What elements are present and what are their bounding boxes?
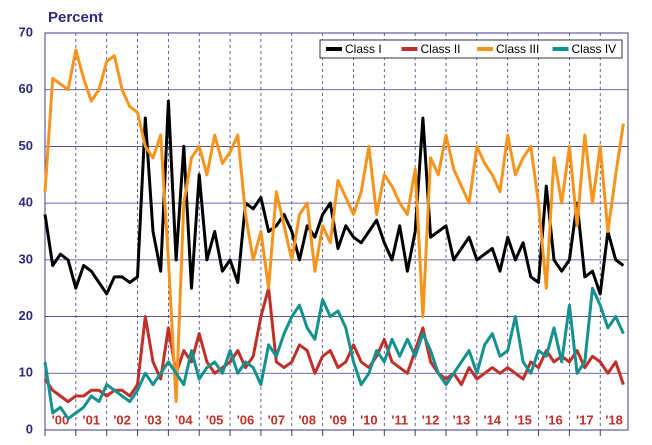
x-tick-label: '18	[605, 412, 623, 427]
series-line	[43, 48, 625, 404]
y-tick-label: 0	[26, 421, 33, 436]
legend-label: Class III	[496, 42, 539, 56]
legend-box	[319, 39, 623, 59]
y-tick-label: 70	[19, 24, 33, 39]
y-tick-label: 50	[19, 138, 33, 153]
x-tick-label: '17	[576, 412, 594, 427]
x-tick-label: '06	[237, 412, 255, 427]
legend-label: Class I	[345, 42, 382, 56]
y-tick-label: 60	[19, 81, 33, 96]
y-tick-label: 40	[19, 195, 33, 210]
x-tick-label: '03	[144, 412, 162, 427]
series-line	[43, 286, 625, 421]
x-tick-label: '07	[268, 412, 286, 427]
y-axis-label: Percent	[48, 9, 103, 26]
x-tick-label: '13	[453, 412, 471, 427]
x-tick-label: '14	[483, 412, 501, 427]
x-tick-label: '04	[175, 412, 193, 427]
x-tick-label: '01	[82, 412, 100, 427]
legend: Class I Class II Class III Class IV	[319, 39, 623, 59]
y-tick-label: 20	[19, 308, 33, 323]
x-tick-label: '05	[206, 412, 224, 427]
x-tick-label: '11	[391, 412, 408, 427]
legend-label: Class IV	[572, 42, 617, 56]
x-tick-label: '12	[422, 412, 440, 427]
y-tick-label: 10	[19, 365, 33, 380]
x-tick-label: '16	[545, 412, 563, 427]
x-tick-label: '02	[113, 412, 131, 427]
plot-frame	[44, 32, 629, 431]
x-tick-label: '10	[360, 412, 378, 427]
x-tick-label: '09	[329, 412, 347, 427]
x-tick-label: '08	[298, 412, 316, 427]
x-tick-label: '15	[514, 412, 532, 427]
legend-label: Class II	[421, 42, 461, 56]
series-line	[43, 99, 625, 296]
y-tick-label: 30	[19, 251, 33, 266]
series-line	[43, 286, 625, 404]
